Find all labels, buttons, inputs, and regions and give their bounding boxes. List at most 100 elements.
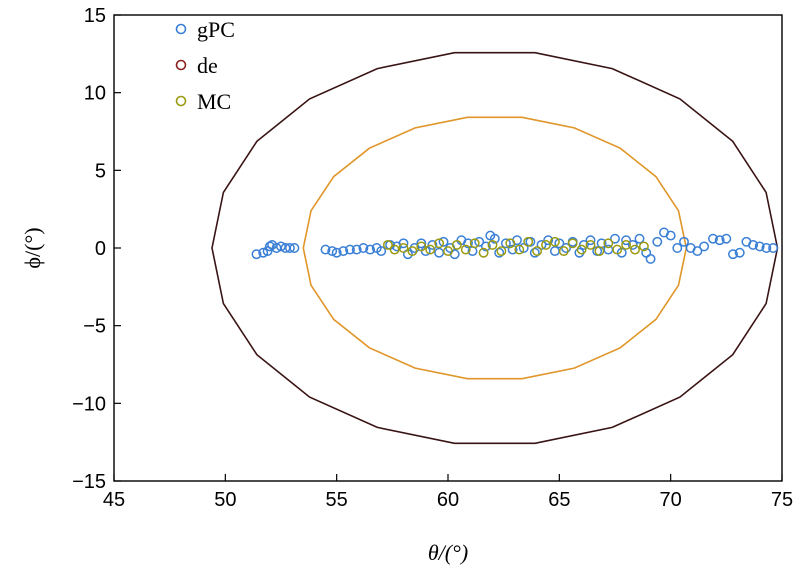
gpc-point (529, 247, 540, 258)
mc-point (505, 238, 516, 249)
mc-point (389, 244, 400, 255)
gpc-point (699, 241, 710, 252)
x-tick-label: 70 (660, 489, 682, 511)
mc-point (549, 236, 560, 247)
legend: gPC de MC (175, 17, 235, 114)
gpc-point (761, 243, 772, 253)
gpc-point (768, 243, 779, 253)
mc-point (398, 243, 409, 253)
mc-point (594, 246, 605, 257)
mc-point (576, 244, 587, 255)
gpc-point (728, 249, 738, 260)
legend-marker-gpc (175, 23, 187, 35)
gpc-point (398, 238, 409, 249)
mc-point (496, 246, 507, 257)
gpc-point (284, 243, 295, 253)
gpc-point (721, 233, 732, 244)
mc-point (478, 247, 489, 258)
mc-point (487, 239, 498, 250)
y-tick-label: 0 (95, 238, 106, 260)
gpc-point (376, 246, 387, 257)
points-layer (251, 227, 779, 264)
gpc-point (679, 236, 689, 247)
y-tick-label: 15 (84, 5, 106, 27)
x-axis-label: θ/(°) (428, 540, 468, 565)
y-tick-label: −10 (72, 393, 106, 415)
contours-layer (211, 51, 779, 445)
gpc-point (748, 239, 759, 250)
mc-point (603, 238, 614, 249)
mc-point (514, 244, 525, 255)
gpc-point (327, 246, 338, 257)
gpc-point (358, 243, 369, 253)
gpc-point (289, 243, 300, 253)
gpc-point (610, 233, 620, 244)
mc-point (416, 241, 427, 252)
outer-contour (211, 51, 779, 445)
mc-point (532, 246, 543, 257)
gpc-point (621, 235, 632, 246)
gpc-point (480, 241, 491, 252)
mc-point (585, 239, 596, 250)
gpc-point (434, 247, 445, 258)
legend-marker-mc (175, 95, 187, 107)
y-tick-label: 10 (84, 83, 106, 105)
gpc-point (754, 241, 765, 252)
mc-point (460, 244, 471, 255)
gpc-point (507, 244, 518, 255)
y-axis-label: ϕ/(°) (20, 227, 45, 268)
gpc-point (652, 236, 663, 247)
legend-label-de: de (197, 53, 218, 78)
gpc-point (708, 233, 718, 244)
gpc-point (276, 241, 286, 252)
gpc-point (489, 233, 500, 244)
gpc-point (634, 233, 645, 244)
gpc-point (714, 235, 725, 246)
x-tick-label: 65 (548, 489, 570, 511)
y-tick-label: −5 (83, 316, 106, 338)
gpc-point (672, 243, 683, 253)
gpc-point (474, 236, 485, 247)
gpc-point (494, 247, 505, 258)
gpc-point (578, 239, 589, 250)
gpc-point (258, 247, 269, 258)
gpc-point (338, 246, 349, 257)
x-tick-label: 45 (103, 489, 125, 511)
gpc-point (734, 247, 745, 258)
legend-label-mc: MC (197, 89, 231, 114)
x-tick-label: 55 (326, 489, 348, 511)
gpc-point (543, 235, 554, 246)
legend-marker-de (175, 59, 187, 71)
mc-point (541, 239, 551, 250)
mc-point (434, 238, 445, 249)
y-tick-label: 5 (95, 160, 106, 182)
gpc-point (665, 230, 676, 241)
gpc-point (645, 253, 656, 264)
gpc-point (416, 238, 427, 249)
gpc-point (585, 235, 596, 246)
legend-label-gpc: gPC (197, 17, 235, 42)
x-tick-label: 50 (214, 489, 236, 511)
gpc-point (692, 246, 703, 257)
mc-point (523, 236, 534, 247)
mc-point (425, 244, 436, 255)
mc-point (407, 246, 418, 257)
mc-point (567, 238, 578, 249)
mc-point (451, 239, 462, 250)
gpc-point (345, 244, 355, 255)
gpc-point (365, 244, 376, 255)
gpc-point (331, 247, 342, 258)
mc-point (630, 244, 640, 255)
gpc-point (549, 246, 560, 257)
mc-point (382, 239, 393, 250)
mc-point (638, 241, 649, 252)
mc-point (443, 246, 453, 257)
y-tick-label: −15 (72, 471, 106, 493)
gpc-point (351, 244, 362, 255)
gpc-point (320, 244, 331, 255)
x-tick-label: 60 (437, 489, 459, 511)
mc-point (612, 244, 623, 255)
gpc-point (251, 249, 262, 260)
